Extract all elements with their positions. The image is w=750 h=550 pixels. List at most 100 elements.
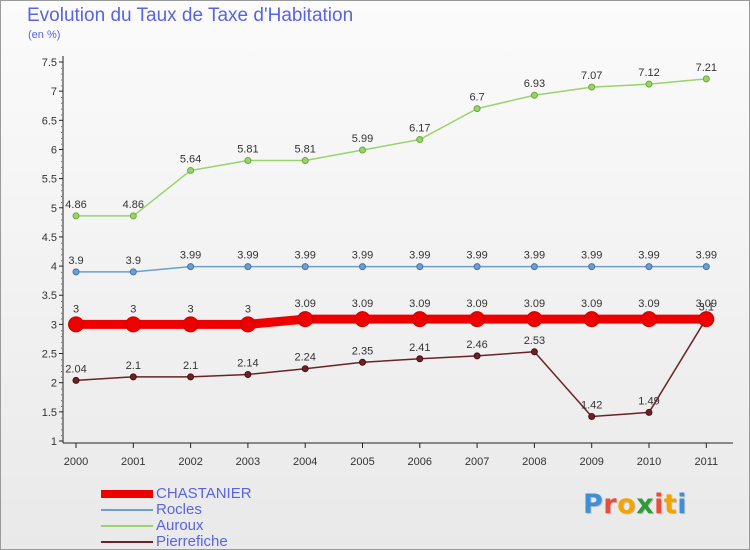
x-tick-label: 2000 (64, 456, 88, 468)
series-line-auroux (75, 78, 708, 217)
y-minor-tick (61, 347, 62, 349)
data-point-pierrefiche (530, 348, 538, 356)
chart-unit-label: (en %) (28, 29, 61, 41)
data-point-pierrefiche (129, 373, 137, 381)
y-minor-tick (61, 365, 62, 367)
y-minor-tick (61, 242, 62, 244)
chart-title: Evolution du Taux de Taxe d'Habitation (27, 5, 354, 26)
data-point-rocles (416, 263, 424, 271)
brand-logo-letter: x (636, 489, 655, 520)
data-point-chastanier (182, 316, 199, 333)
data-point-chastanier (698, 311, 715, 328)
data-point-rocles (473, 263, 481, 271)
data-point-rocles (645, 263, 653, 271)
y-minor-tick (61, 67, 62, 69)
y-tick-label: 7.5 (42, 57, 57, 69)
data-label-chastanier: 3.09 (466, 298, 487, 310)
legend-label-chastanier: CHASTANIER (156, 485, 252, 502)
y-minor-tick (61, 376, 62, 378)
data-label-rocles: 3.99 (352, 250, 373, 262)
y-minor-tick (61, 289, 62, 291)
y-tick-label: 4.5 (42, 232, 57, 244)
y-minor-tick (61, 400, 62, 402)
y-minor-tick (61, 143, 62, 145)
y-minor-tick (61, 417, 62, 419)
data-label-auroux: 5.64 (180, 153, 201, 165)
y-minor-tick (61, 184, 62, 186)
series-line-pierrefiche (75, 317, 708, 418)
y-minor-tick (61, 231, 62, 233)
data-label-chastanier: 3 (130, 303, 136, 315)
data-point-pierrefiche (473, 352, 481, 360)
y-minor-tick (61, 190, 62, 192)
y-minor-tick (61, 394, 62, 396)
data-label-pierrefiche: 2.04 (65, 363, 86, 375)
data-label-auroux: 7.12 (638, 67, 659, 79)
y-minor-tick (61, 172, 62, 174)
y-minor-tick (61, 85, 62, 87)
data-label-rocles: 3.99 (581, 250, 602, 262)
data-point-rocles (244, 263, 252, 271)
data-label-rocles: 3.99 (294, 250, 315, 262)
y-tick-label: 7 (51, 86, 57, 98)
y-tick-label: 1.5 (42, 407, 57, 419)
y-minor-tick (61, 423, 62, 425)
y-minor-tick (61, 201, 62, 203)
data-point-pierrefiche (359, 358, 366, 366)
data-point-auroux (301, 157, 309, 165)
data-point-rocles (72, 268, 80, 276)
legend-item-chastanier: CHASTANIER (101, 486, 361, 502)
data-label-rocles: 3.9 (68, 255, 83, 267)
y-minor-tick (61, 359, 62, 361)
chart-legend: CHASTANIER Rocles Auroux Pierrefiche (101, 486, 361, 550)
y-tick-label: 1 (51, 436, 57, 448)
legend-swatch-rocles (101, 509, 153, 511)
y-tick-label: 5.5 (42, 174, 57, 186)
data-point-rocles (702, 263, 710, 271)
data-point-auroux (702, 75, 710, 83)
x-tick-label: 2008 (522, 456, 546, 468)
brand-logo-letter: i (677, 489, 688, 520)
x-tick-label: 2006 (408, 456, 432, 468)
y-minor-tick (61, 341, 62, 343)
data-label-auroux: 4.86 (65, 199, 86, 211)
y-minor-tick (61, 79, 62, 81)
x-tick-label: 2005 (350, 456, 374, 468)
y-minor-tick (61, 108, 62, 110)
data-label-pierrefiche: 2.35 (352, 345, 373, 357)
y-minor-tick (61, 102, 62, 104)
data-label-rocles: 3.99 (638, 250, 659, 262)
brand-logo-letter: P (583, 489, 604, 520)
data-label-chastanier: 3.09 (638, 298, 659, 310)
data-label-chastanier: 3.09 (581, 298, 602, 310)
data-point-chastanier (583, 311, 600, 328)
data-label-rocles: 3.99 (409, 250, 430, 262)
data-label-pierrefiche: 2.1 (126, 360, 141, 372)
data-point-rocles (588, 263, 596, 271)
data-point-chastanier (297, 311, 314, 328)
data-label-rocles: 3.9 (126, 255, 141, 267)
series-line-rocles (75, 265, 708, 273)
data-label-auroux: 5.99 (352, 133, 373, 145)
y-minor-tick (61, 155, 62, 157)
y-minor-tick (61, 260, 62, 262)
y-minor-tick (61, 96, 62, 98)
data-label-auroux: 7.21 (696, 62, 717, 74)
data-point-rocles (301, 263, 309, 271)
x-tick-label: 2001 (121, 456, 145, 468)
y-minor-tick (61, 219, 62, 221)
data-point-rocles (129, 268, 137, 276)
x-tick-label: 2004 (293, 456, 317, 468)
data-label-pierrefiche: 2.24 (294, 352, 315, 364)
data-label-auroux: 7.07 (581, 70, 602, 82)
data-label-pierrefiche: 1.49 (638, 395, 659, 407)
y-minor-tick (61, 312, 62, 314)
legend-swatch-auroux (101, 525, 153, 527)
data-point-chastanier (411, 311, 428, 328)
data-point-chastanier (68, 316, 84, 333)
y-minor-tick (61, 131, 62, 133)
data-label-auroux: 5.81 (237, 144, 258, 156)
y-tick-label: 6 (51, 144, 57, 156)
data-label-auroux: 6.93 (524, 78, 545, 90)
y-minor-tick (61, 371, 62, 373)
